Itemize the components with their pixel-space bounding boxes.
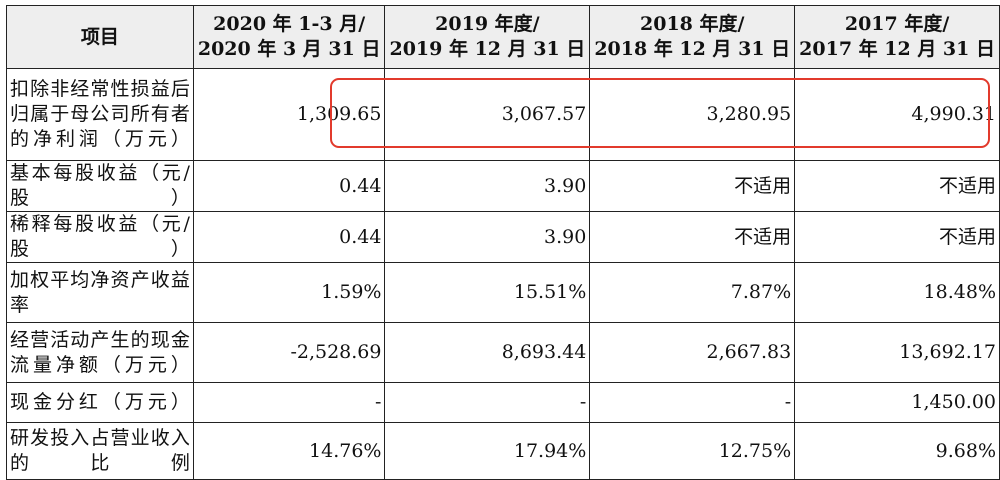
row-label: 稀释每股收益（元/股）: [6, 211, 194, 263]
table-row: 现金分红（万元） - - - 1,450.00: [6, 382, 1000, 423]
cell-value: 7.87%: [589, 262, 796, 323]
table-row: 加权平均净资产收益率 1.59% 15.51% 7.87% 18.48%: [6, 262, 1000, 323]
cell-value: 18.48%: [794, 262, 1000, 323]
cell-value: 4,990.31: [794, 68, 1000, 161]
table-row: 经营活动产生的现金流量净额（万元） -2,528.69 8,693.44 2,6…: [6, 322, 1000, 383]
table-row: 稀释每股收益（元/股） 0.44 3.90 不适用 不适用: [6, 211, 1000, 263]
row-label: 经营活动产生的现金流量净额（万元）: [6, 322, 194, 383]
cell-value: 0.44: [192, 160, 386, 212]
header-item-text: 项目: [80, 25, 119, 48]
cell-value: 3,280.95: [589, 68, 796, 161]
cell-value: 不适用: [794, 211, 1000, 263]
header-2020q1-line1: 2020 年 1-3 月/: [213, 13, 366, 35]
row-label: 现金分红（万元）: [6, 382, 194, 423]
header-2018: 2018 年度/ 2018 年 12 月 31 日: [589, 5, 796, 69]
table-row: 基本每股收益（元/股） 0.44 3.90 不适用 不适用: [6, 160, 1000, 212]
cell-value: 9.68%: [794, 422, 1000, 480]
header-2019-line2: 2019 年 12 月 31 日: [389, 38, 586, 60]
row-label: 研发投入占营业收入的比例: [6, 422, 194, 480]
cell-value: 17.94%: [384, 422, 591, 480]
cell-value: 2,667.83: [589, 322, 796, 383]
header-row: 项目 2020 年 1-3 月/ 2020 年 3 月 31 日 2019 年度…: [6, 5, 1000, 69]
cell-value: 13,692.17: [794, 322, 1000, 383]
header-2020q1: 2020 年 1-3 月/ 2020 年 3 月 31 日: [192, 5, 386, 69]
header-2018-line2: 2018 年 12 月 31 日: [594, 38, 791, 60]
header-2020q1-line2: 2020 年 3 月 31 日: [197, 38, 381, 60]
financial-data-table: 项目 2020 年 1-3 月/ 2020 年 3 月 31 日 2019 年度…: [6, 5, 1000, 480]
table-row: 研发投入占营业收入的比例 14.76% 17.94% 12.75% 9.68%: [6, 422, 1000, 480]
cell-value: 0.44: [192, 211, 386, 263]
cell-value: 1.59%: [192, 262, 386, 323]
cell-value: 不适用: [589, 160, 796, 212]
header-2017: 2017 年度/ 2017 年 12 月 31 日: [794, 5, 1000, 69]
header-2017-line2: 2017 年 12 月 31 日: [799, 38, 995, 60]
cell-value: 3,067.57: [384, 68, 591, 161]
cell-value: 不适用: [589, 211, 796, 263]
cell-value: 1,450.00: [794, 382, 1000, 423]
header-2019-line1: 2019 年度/: [435, 13, 540, 35]
cell-value: -: [384, 382, 591, 423]
cell-value: 1,309.65: [192, 68, 386, 161]
cell-value: -: [192, 382, 386, 423]
cell-value: -: [589, 382, 796, 423]
row-label: 扣除非经常性损益后归属于母公司所有者的净利润（万元）: [6, 68, 194, 161]
header-2017-line1: 2017 年度/: [844, 13, 950, 35]
row-label: 加权平均净资产收益率: [6, 262, 194, 323]
header-2019: 2019 年度/ 2019 年 12 月 31 日: [384, 5, 591, 69]
cell-value: 12.75%: [589, 422, 796, 480]
cell-value: 3.90: [384, 211, 591, 263]
cell-value: 3.90: [384, 160, 591, 212]
cell-value: 14.76%: [192, 422, 386, 480]
cell-value: 15.51%: [384, 262, 591, 323]
header-2018-line1: 2018 年度/: [640, 13, 745, 35]
cell-value: 不适用: [794, 160, 1000, 212]
cell-value: 8,693.44: [384, 322, 591, 383]
cell-value: -2,528.69: [192, 322, 386, 383]
row-label: 基本每股收益（元/股）: [6, 160, 194, 212]
table-row: 扣除非经常性损益后归属于母公司所有者的净利润（万元） 1,309.65 3,06…: [6, 68, 1000, 161]
header-item: 项目: [6, 5, 194, 69]
